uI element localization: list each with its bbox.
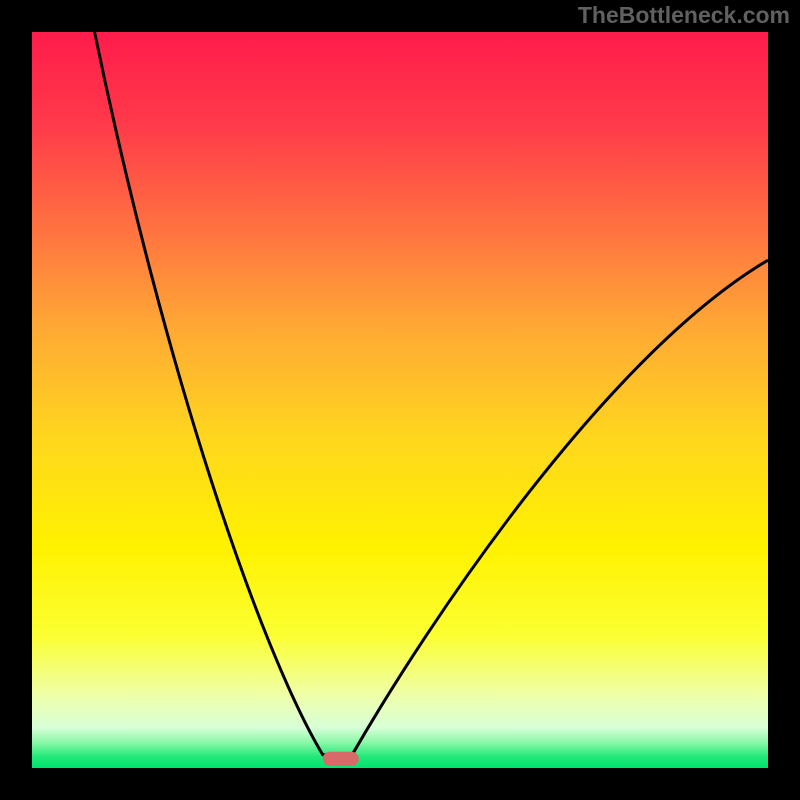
- watermark-text: TheBottleneck.com: [578, 2, 790, 29]
- optimal-marker: [323, 752, 359, 766]
- plot-gradient-background: [32, 32, 768, 768]
